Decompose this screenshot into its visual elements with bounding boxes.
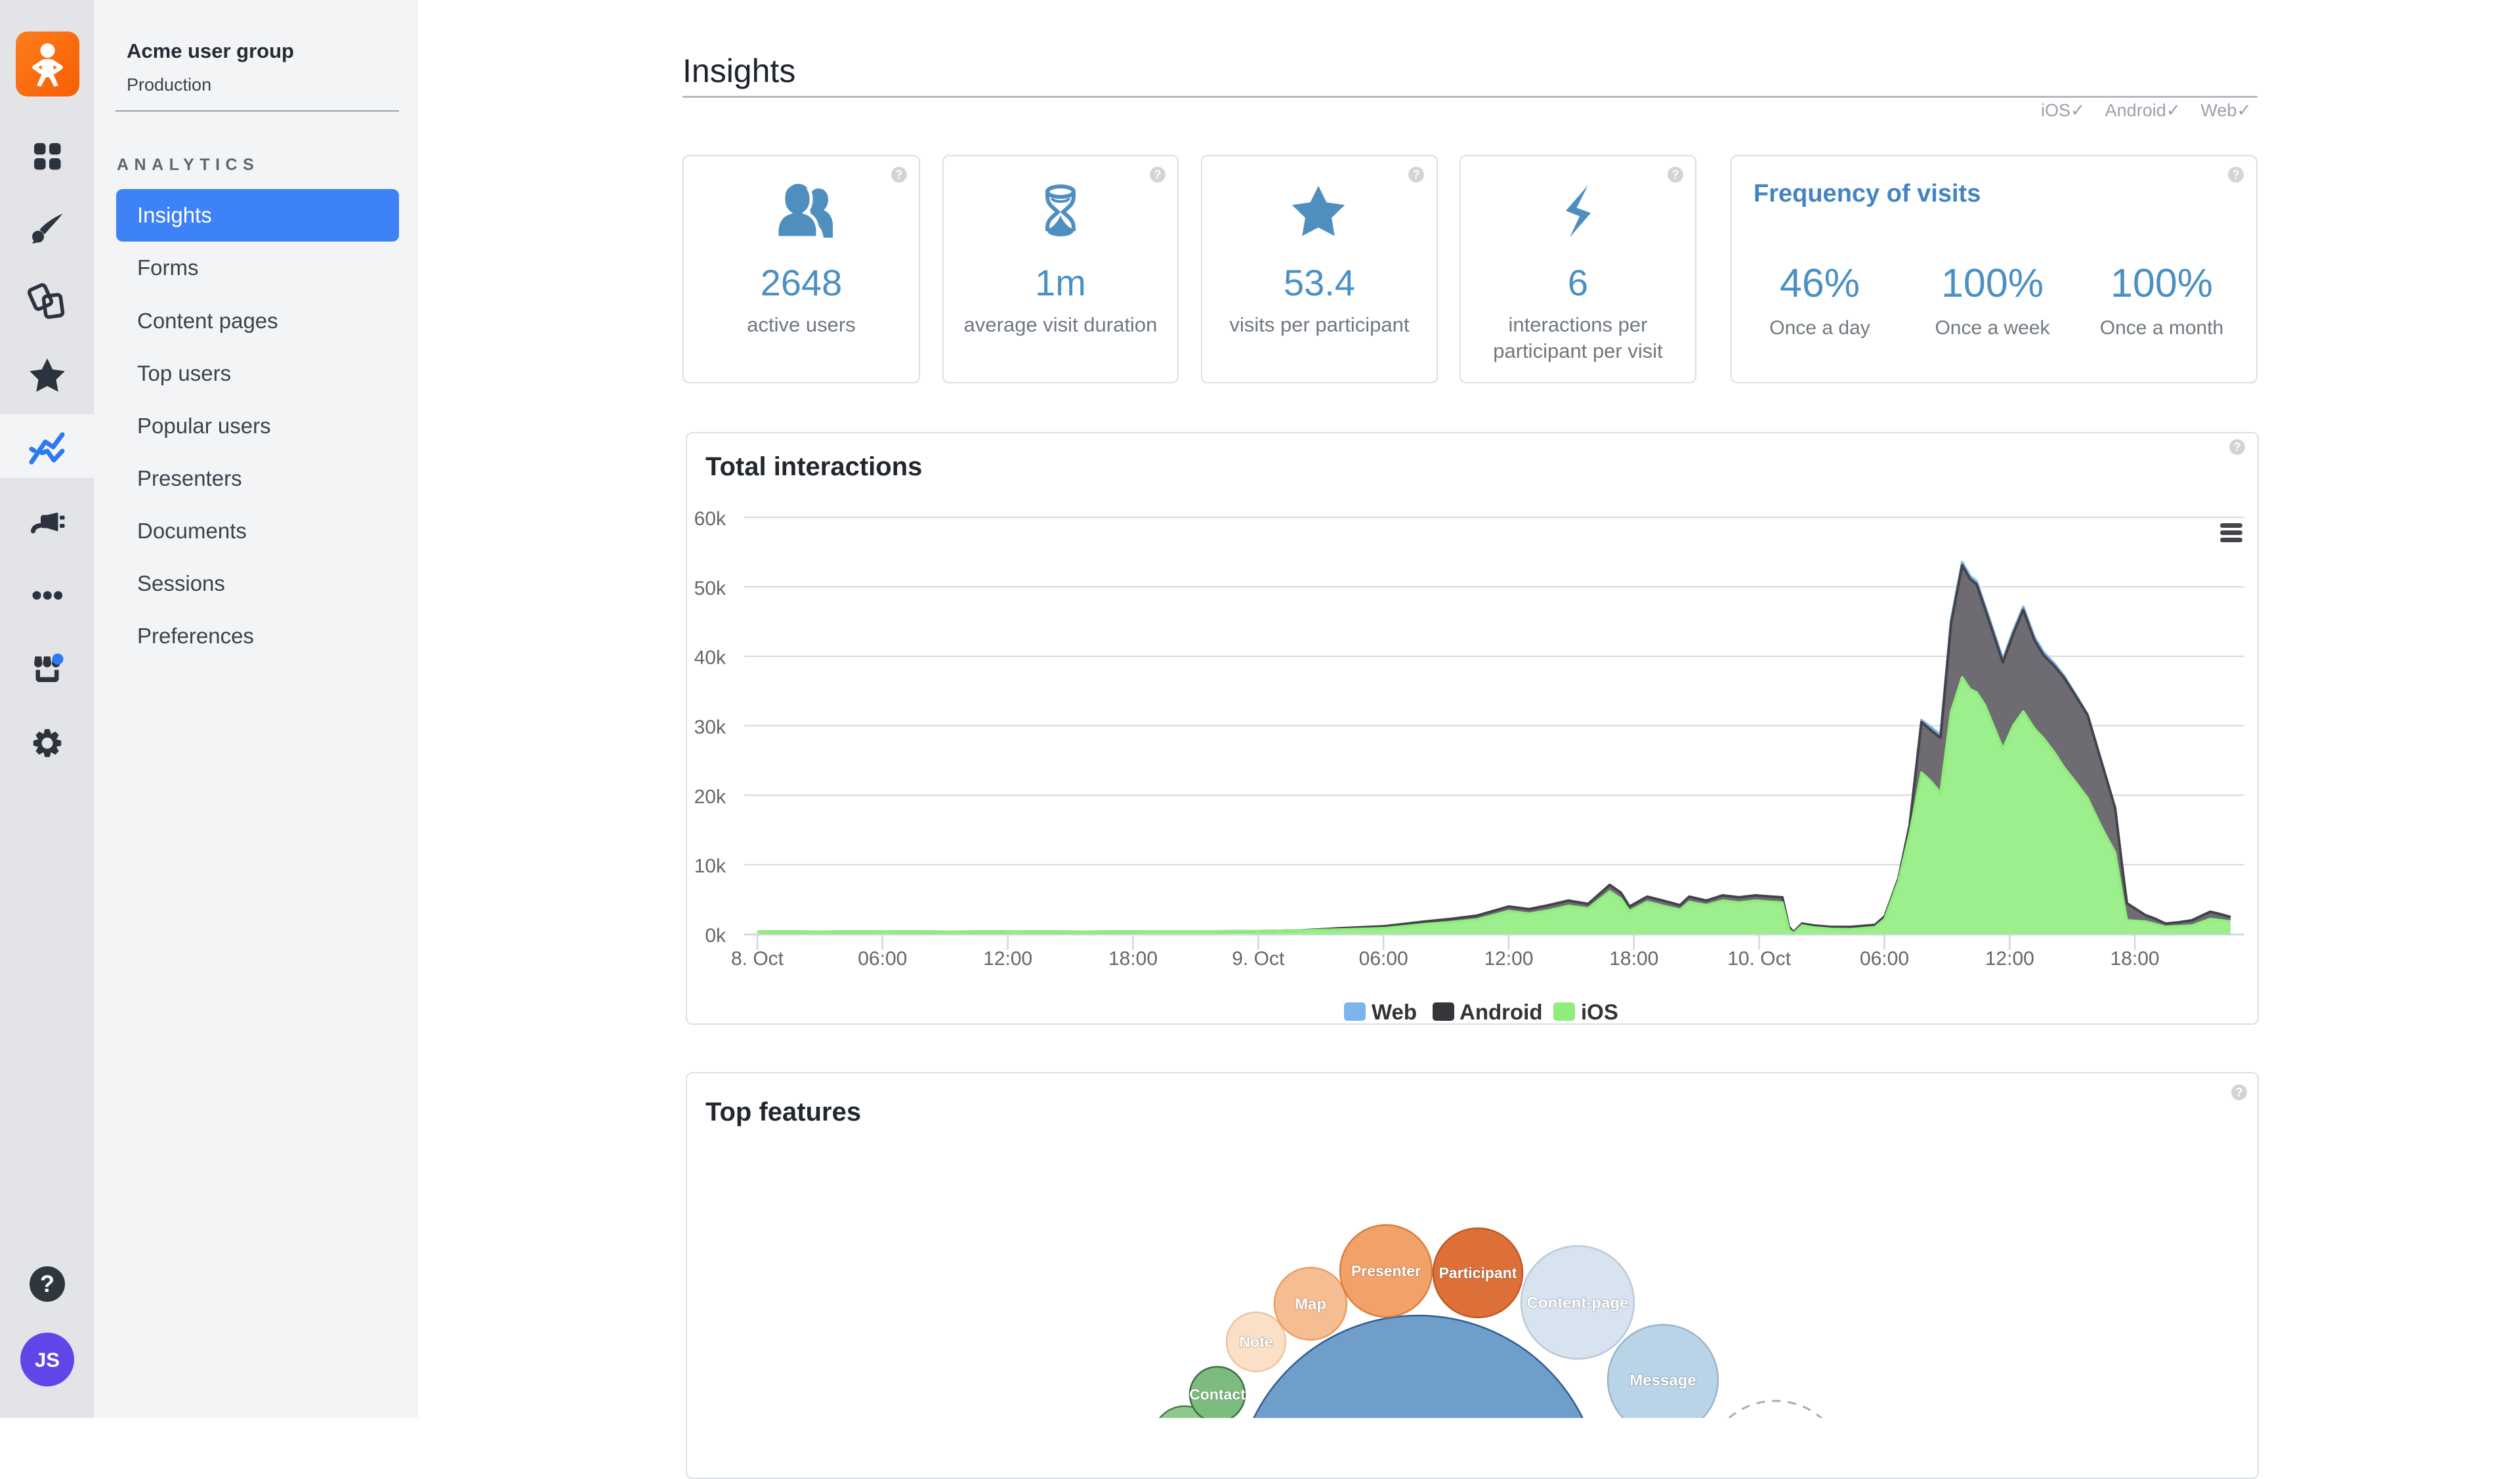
svg-text:40k: 40k [694,647,726,669]
svg-text:20k: 20k [694,786,726,807]
svg-text:18:00: 18:00 [2110,948,2160,970]
svg-text:JS: JS [35,1348,60,1371]
svg-text:?: ? [2234,440,2241,454]
svg-text:12:00: 12:00 [983,948,1032,970]
svg-text:60k: 60k [694,508,726,530]
svg-text:9. Oct: 9. Oct [1232,948,1285,970]
svg-text:Content-page: Content-page [1527,1294,1629,1312]
svg-text:Note: Note [1239,1333,1272,1350]
svg-text:50k: 50k [694,578,726,599]
svg-text:8. Oct: 8. Oct [731,948,784,970]
svg-text:06:00: 06:00 [1359,948,1408,970]
svg-text:18:00: 18:00 [1108,948,1158,970]
svg-text:0k: 0k [705,925,726,947]
svg-text:?: ? [1154,168,1162,181]
svg-text:Map: Map [1295,1295,1326,1313]
svg-text:12:00: 12:00 [1484,948,1533,970]
svg-text:?: ? [2233,168,2240,181]
svg-text:Presenter: Presenter [1351,1262,1421,1279]
svg-text:Android: Android [1460,1000,1542,1024]
svg-text:06:00: 06:00 [1860,948,1909,970]
svg-text:Web: Web [1372,1000,1417,1024]
svg-text:10. Oct: 10. Oct [1727,948,1791,970]
svg-text:Contact: Contact [1189,1386,1246,1403]
svg-text:?: ? [2236,1086,2243,1099]
svg-text:?: ? [1413,168,1420,181]
svg-text:18:00: 18:00 [1609,948,1658,970]
svg-text:?: ? [40,1270,54,1297]
svg-text:?: ? [1672,168,1679,181]
svg-text:10k: 10k [694,855,726,877]
svg-text:12:00: 12:00 [1985,948,2034,970]
svg-text:30k: 30k [694,717,726,739]
svg-text:06:00: 06:00 [858,948,907,970]
svg-text:Message: Message [1629,1371,1696,1389]
svg-text:iOS: iOS [1581,1000,1618,1024]
svg-text:Participant: Participant [1439,1264,1517,1281]
svg-text:?: ? [896,168,903,181]
